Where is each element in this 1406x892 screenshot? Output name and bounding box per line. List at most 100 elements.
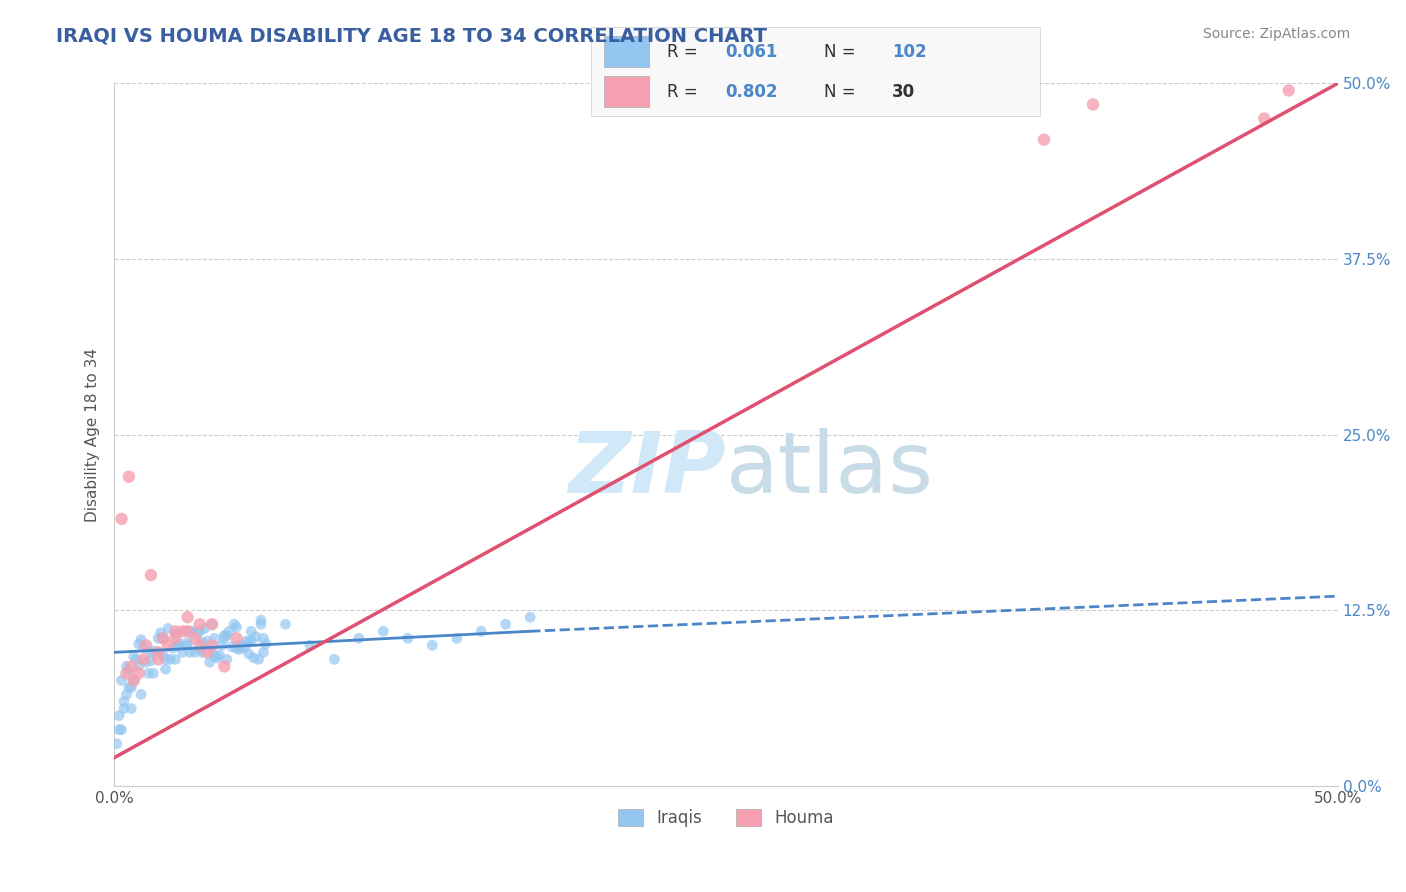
Point bbox=[201, 645, 224, 659]
Point bbox=[238, 647, 260, 661]
Point bbox=[1033, 133, 1056, 147]
Point bbox=[211, 638, 233, 652]
Point bbox=[242, 651, 264, 665]
Point bbox=[235, 634, 257, 648]
Point bbox=[221, 640, 243, 654]
Point bbox=[228, 638, 250, 652]
Point bbox=[519, 610, 541, 624]
Point bbox=[159, 652, 181, 666]
Point bbox=[120, 701, 142, 715]
Point bbox=[215, 628, 238, 642]
Point bbox=[176, 624, 198, 639]
Text: ZIP: ZIP bbox=[568, 428, 725, 511]
Point bbox=[179, 624, 201, 639]
Point bbox=[165, 652, 187, 666]
Point bbox=[252, 645, 274, 659]
Point bbox=[105, 737, 128, 751]
Point bbox=[157, 638, 180, 652]
Point bbox=[214, 628, 236, 642]
Point bbox=[446, 632, 468, 646]
FancyBboxPatch shape bbox=[605, 36, 650, 67]
Point bbox=[115, 688, 138, 702]
Point bbox=[118, 681, 141, 695]
Point bbox=[148, 645, 170, 659]
Point bbox=[195, 645, 218, 659]
Point bbox=[176, 638, 198, 652]
Point bbox=[165, 627, 187, 641]
Point bbox=[115, 666, 138, 681]
Point bbox=[135, 655, 157, 669]
Point bbox=[132, 641, 155, 656]
Point bbox=[179, 645, 201, 659]
Point bbox=[120, 681, 142, 695]
Point bbox=[155, 662, 177, 676]
Point bbox=[172, 645, 194, 659]
Point bbox=[152, 632, 174, 646]
Point bbox=[122, 673, 145, 688]
Point bbox=[188, 617, 211, 632]
Point bbox=[188, 642, 211, 657]
Point bbox=[188, 624, 211, 639]
Point bbox=[225, 641, 247, 656]
Point bbox=[157, 622, 180, 636]
Point bbox=[110, 512, 132, 526]
Y-axis label: Disability Age 18 to 34: Disability Age 18 to 34 bbox=[86, 348, 100, 522]
Point bbox=[142, 644, 165, 658]
Point bbox=[1081, 97, 1104, 112]
Point bbox=[184, 632, 207, 646]
Text: N =: N = bbox=[824, 83, 862, 101]
Point bbox=[176, 635, 198, 649]
Point bbox=[139, 654, 162, 668]
Point bbox=[240, 624, 263, 639]
Point bbox=[155, 652, 177, 666]
Point bbox=[201, 638, 224, 652]
Text: Source: ZipAtlas.com: Source: ZipAtlas.com bbox=[1202, 27, 1350, 41]
Point bbox=[129, 688, 152, 702]
Point bbox=[204, 632, 226, 646]
Point bbox=[128, 666, 150, 681]
Point bbox=[118, 469, 141, 483]
Point bbox=[139, 645, 162, 659]
Point bbox=[132, 652, 155, 666]
Point bbox=[128, 637, 150, 651]
Point bbox=[194, 622, 217, 636]
Point bbox=[205, 651, 228, 665]
Text: R =: R = bbox=[666, 43, 703, 61]
Point bbox=[108, 708, 131, 723]
Point bbox=[254, 637, 277, 651]
Point bbox=[201, 617, 224, 632]
Point bbox=[1278, 83, 1301, 97]
Point bbox=[152, 648, 174, 662]
Point bbox=[135, 638, 157, 652]
Point bbox=[138, 666, 160, 681]
Point bbox=[115, 659, 138, 673]
Point bbox=[148, 652, 170, 666]
Point bbox=[148, 632, 170, 646]
Point bbox=[162, 641, 184, 656]
Point bbox=[252, 632, 274, 646]
Point bbox=[166, 638, 188, 652]
Point bbox=[208, 648, 231, 662]
Point bbox=[122, 649, 145, 664]
Text: 102: 102 bbox=[891, 43, 927, 61]
Text: 0.802: 0.802 bbox=[725, 83, 778, 101]
Point bbox=[238, 635, 260, 649]
Point bbox=[250, 617, 273, 632]
Text: N =: N = bbox=[824, 43, 862, 61]
Point bbox=[214, 659, 236, 673]
Point bbox=[218, 624, 240, 639]
Point bbox=[347, 632, 370, 646]
Point bbox=[174, 624, 197, 639]
Point bbox=[323, 652, 346, 666]
Point bbox=[149, 625, 172, 640]
Point bbox=[110, 673, 132, 688]
Point bbox=[198, 655, 221, 669]
Text: 0.061: 0.061 bbox=[725, 43, 778, 61]
Text: 30: 30 bbox=[891, 83, 915, 101]
Point bbox=[128, 659, 150, 673]
Point bbox=[195, 634, 218, 648]
Point bbox=[225, 632, 247, 646]
Point bbox=[373, 624, 395, 639]
Point bbox=[231, 638, 253, 652]
Point bbox=[214, 632, 236, 646]
